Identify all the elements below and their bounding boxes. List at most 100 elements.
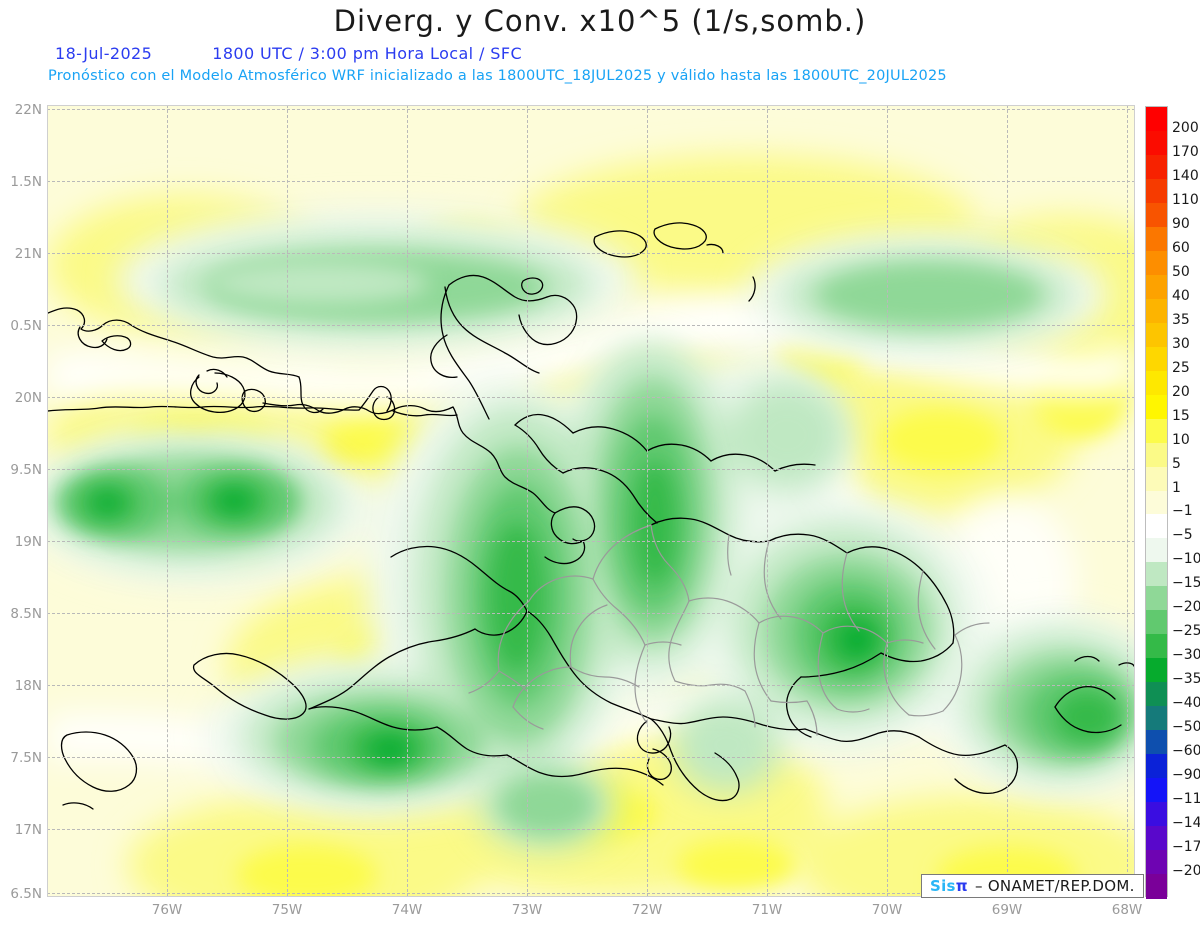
- gridline-horizontal: [47, 109, 1135, 110]
- colorbar-tick-label: −200: [1172, 863, 1200, 880]
- gridline-vertical: [767, 105, 768, 897]
- colorbar-segment: [1146, 754, 1167, 779]
- colorbar-tick-label: −50: [1172, 719, 1200, 736]
- colorbar-segment: [1146, 346, 1167, 372]
- gridline-horizontal: [47, 685, 1135, 686]
- gridline-vertical: [167, 105, 168, 897]
- colorbar-tick-label: 10: [1172, 431, 1190, 448]
- colorbar-tick-label: −1: [1172, 503, 1193, 520]
- x-axis-label: 73W: [511, 902, 543, 918]
- colorbar-tick-label: 35: [1172, 311, 1190, 328]
- colorbar-tick-label: −140: [1172, 815, 1200, 832]
- colorbar-tick-label: −25: [1172, 623, 1200, 640]
- colorbar-tick-label: −110: [1172, 791, 1200, 808]
- y-axis-label: 21N: [14, 246, 42, 262]
- colorbar-segment: [1146, 826, 1167, 851]
- y-axis-label: 7.5N: [10, 750, 42, 766]
- colorbar-segment: [1146, 250, 1167, 276]
- map-plot-area[interactable]: [47, 105, 1135, 897]
- forecast-subheader: 18-Jul-2025 1800 UTC / 3:00 pm Hora Local…: [55, 44, 522, 63]
- forecast-date: 18-Jul-2025: [55, 44, 153, 63]
- colorbar-segment: [1146, 538, 1167, 564]
- logo-org-text: – ONAMET/REP.DOM.: [974, 877, 1135, 895]
- colorbar-segment: [1146, 634, 1167, 659]
- y-axis-label: 6.5N: [10, 886, 42, 902]
- colorbar-tick-label: 110: [1172, 191, 1199, 208]
- colorbar-segment: [1146, 226, 1167, 252]
- colorbar-segment: [1146, 154, 1167, 180]
- colorbar-tick-label: 170: [1172, 143, 1199, 160]
- colorbar-segment: [1146, 394, 1167, 420]
- forecast-time-line: 1800 UTC / 3:00 pm Hora Local / SFC: [212, 44, 523, 63]
- colorbar-tick-label: 140: [1172, 167, 1199, 184]
- forecast-description: Pronóstico con el Modelo Atmosférico WRF…: [48, 68, 947, 84]
- gridline-vertical: [887, 105, 888, 897]
- x-axis-label: 71W: [751, 902, 783, 918]
- colorbar-tick-label: 5: [1172, 455, 1181, 472]
- x-axis-label: 76W: [151, 902, 183, 918]
- colorbar-tick-label: −35: [1172, 671, 1200, 688]
- colorbar-segment: [1146, 130, 1167, 156]
- divergence-convergence-shading: [47, 105, 1135, 897]
- colorbar-segment: [1146, 322, 1167, 348]
- colorbar-tick-label: 50: [1172, 263, 1190, 280]
- x-axis-label: 69W: [991, 902, 1023, 918]
- x-axis-label: 68W: [1111, 902, 1143, 918]
- colorbar-tick-label: 1: [1172, 479, 1181, 496]
- colorbar-segment: [1146, 490, 1167, 516]
- colorbar-tick-label: 200: [1172, 119, 1199, 136]
- y-axis-label: 9.5N: [10, 462, 42, 478]
- gridline-vertical: [287, 105, 288, 897]
- y-axis-label: 17N: [14, 822, 42, 838]
- y-axis-label: 19N: [14, 534, 42, 550]
- gridline-vertical: [1127, 105, 1128, 897]
- gridline-horizontal: [47, 469, 1135, 470]
- y-axis-label: 0.5N: [10, 318, 42, 334]
- colorbar-segment: [1146, 778, 1167, 803]
- colorbar-tick-label: −40: [1172, 695, 1200, 712]
- y-axis-label: 18N: [14, 678, 42, 694]
- onamet-logo: Sis π – ONAMET/REP.DOM.: [921, 874, 1144, 898]
- colorbar[interactable]: [1145, 106, 1168, 899]
- colorbar-segment: [1146, 562, 1167, 587]
- colorbar-tick-label: 30: [1172, 335, 1190, 352]
- colorbar-tick-label: −15: [1172, 575, 1200, 592]
- y-axis-label: 20N: [14, 390, 42, 406]
- gridline-horizontal: [47, 829, 1135, 830]
- logo-sis-text: Sis: [930, 877, 956, 895]
- page-title: Diverg. y Conv. x10^5 (1/s,somb.): [333, 4, 867, 38]
- colorbar-segment: [1146, 586, 1167, 611]
- colorbar-segment: [1146, 418, 1167, 444]
- colorbar-tick-label: 40: [1172, 287, 1190, 304]
- colorbar-tick-label: −10: [1172, 551, 1200, 568]
- x-axis-label: 74W: [391, 902, 423, 918]
- gridline-horizontal: [47, 325, 1135, 326]
- colorbar-tick-label: 60: [1172, 239, 1190, 256]
- gridline-horizontal: [47, 181, 1135, 182]
- colorbar-segment: [1146, 370, 1167, 396]
- colorbar-tick-label: −20: [1172, 599, 1200, 616]
- colorbar-segment: [1146, 610, 1167, 635]
- gridline-horizontal: [47, 613, 1135, 614]
- colorbar-segment: [1146, 202, 1167, 228]
- gridline-vertical: [407, 105, 408, 897]
- colorbar-tick-label: 15: [1172, 407, 1190, 424]
- colorbar-tick-label: −170: [1172, 839, 1200, 856]
- gridline-horizontal: [47, 757, 1135, 758]
- colorbar-tick-label: 20: [1172, 383, 1190, 400]
- gridline-horizontal: [47, 253, 1135, 254]
- colorbar-segment: [1146, 178, 1167, 204]
- colorbar-tick-label: −60: [1172, 743, 1200, 760]
- colorbar-segment: [1146, 850, 1167, 875]
- gridline-horizontal: [47, 541, 1135, 542]
- colorbar-segment: [1146, 466, 1167, 492]
- colorbar-segment: [1146, 514, 1167, 540]
- colorbar-tick-label: −90: [1172, 767, 1200, 784]
- gridline-vertical: [647, 105, 648, 897]
- colorbar-tick-label: −30: [1172, 647, 1200, 664]
- colorbar-segment: [1146, 298, 1167, 324]
- y-axis-label: 8.5N: [10, 606, 42, 622]
- gridline-horizontal: [47, 397, 1135, 398]
- colorbar-tick-label: 25: [1172, 359, 1190, 376]
- x-axis-label: 70W: [871, 902, 903, 918]
